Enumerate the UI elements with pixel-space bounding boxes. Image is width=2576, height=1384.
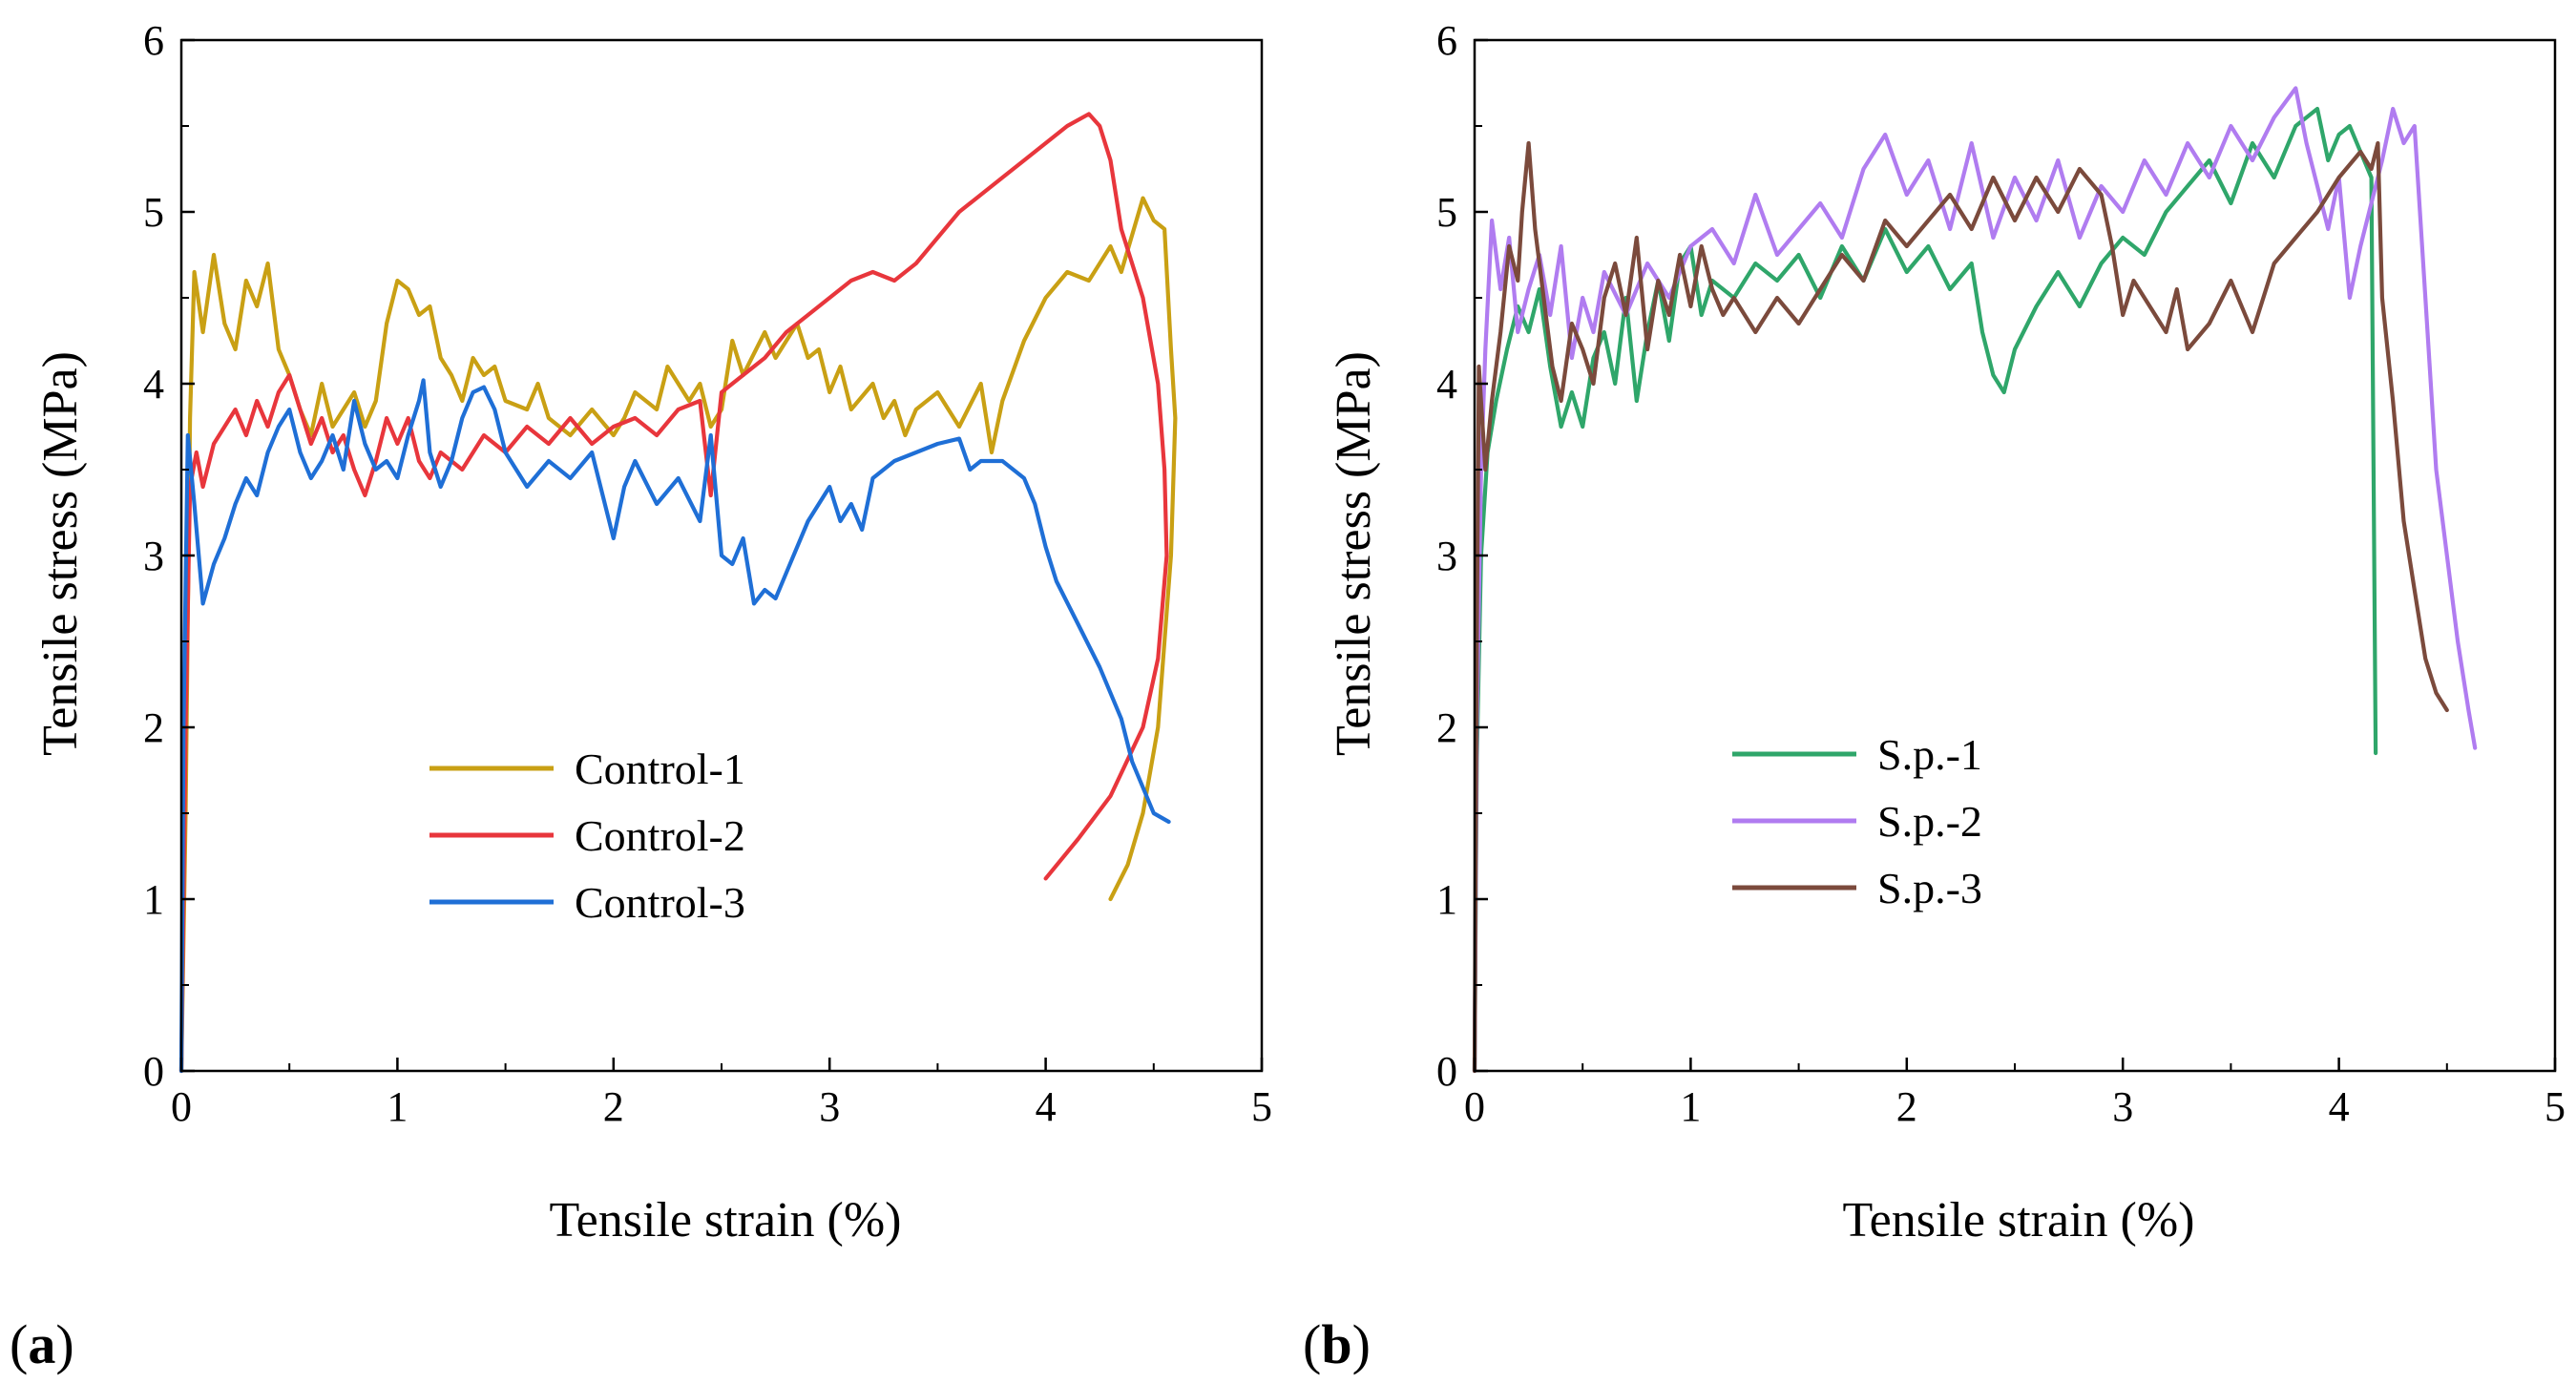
panel-label-b: (b) — [1303, 1313, 1371, 1375]
y-tick-label: 0 — [143, 1048, 164, 1095]
panel-label-a: (a) — [10, 1313, 74, 1375]
plot-area-b: 0 1 2 3 4 5 0 1 2 3 4 5 6 S.p.-1 S.p.-2 S.p.-3 — [1436, 17, 2566, 1130]
y-tick-label: 5 — [143, 189, 164, 236]
plot-frame — [1473, 38, 2557, 1073]
panel-label-a-letter: a — [28, 1313, 55, 1375]
x-tick-label: 1 — [387, 1083, 408, 1130]
panel-b: 0 1 2 3 4 5 0 1 2 3 4 5 6 S.p.-1 S.p.-2 S.p.-3 Tensile … — [1303, 17, 2566, 1375]
legend-label: Control-3 — [575, 878, 745, 927]
y-tick-label: 6 — [143, 17, 164, 64]
y-tick-label: 1 — [143, 876, 164, 923]
legend: Control-1 Control-2 Control-3 — [429, 744, 745, 927]
panel-label-b-letter: b — [1321, 1313, 1351, 1375]
y-tick-label: 2 — [143, 704, 164, 751]
x-tick-label: 4 — [1036, 1083, 1057, 1130]
x-tick-label: 4 — [2329, 1083, 2350, 1130]
y-tick-label: 2 — [1436, 704, 1457, 751]
x-tick-label: 0 — [171, 1083, 192, 1130]
x-tick-label: 2 — [1896, 1083, 1917, 1130]
x-tick-label: 5 — [2545, 1083, 2566, 1130]
y-axis-title-b: Tensile stress (MPa) — [1327, 351, 1381, 756]
x-tick-label: 3 — [819, 1083, 840, 1130]
series-line-control-2 — [178, 112, 1169, 1074]
x-tick-label: 1 — [1680, 1083, 1701, 1130]
x-tick-label: 0 — [1464, 1083, 1485, 1130]
legend-label: Control-1 — [575, 744, 745, 793]
y-axis-title-a: Tensile stress (MPa) — [33, 351, 88, 756]
legend-label: S.p.-1 — [1877, 730, 1982, 779]
x-tick-label: 3 — [2112, 1083, 2133, 1130]
series-line-s-p-3 — [1472, 140, 2449, 1074]
y-tick-label: 4 — [143, 361, 164, 408]
series-line-s-p-1 — [1472, 106, 2378, 1074]
y-tick-label: 6 — [1436, 17, 1457, 64]
series-line-control-3 — [178, 378, 1171, 1074]
x-tick-label: 5 — [1251, 1083, 1272, 1130]
y-tick-label: 5 — [1436, 189, 1457, 236]
y-tick-label: 3 — [1436, 533, 1457, 579]
x-axis-title-a: Tensile strain (%) — [550, 1193, 902, 1248]
x-axis-title-b: Tensile strain (%) — [1843, 1193, 2195, 1248]
plot-area-a: 0 1 2 3 4 5 0 1 2 3 4 5 6 Control-1 Control-2 Control-3 — [143, 17, 1272, 1130]
legend-label: S.p.-2 — [1877, 797, 1982, 846]
legend-label: Control-2 — [575, 811, 745, 860]
legend-label: S.p.-3 — [1877, 864, 1982, 912]
y-tick-label: 1 — [1436, 876, 1457, 923]
y-tick-label: 4 — [1436, 361, 1457, 408]
panel-a: 0 1 2 3 4 5 0 1 2 3 4 5 6 Control-1 Control-2 Control-3… — [10, 17, 1272, 1375]
y-tick-label: 3 — [143, 533, 164, 579]
series-line-s-p-2 — [1472, 86, 2478, 1074]
legend: S.p.-1 S.p.-2 S.p.-3 — [1732, 730, 1982, 912]
x-tick-label: 2 — [603, 1083, 624, 1130]
series-line-control-1 — [178, 196, 1178, 1074]
y-tick-label: 0 — [1436, 1048, 1457, 1095]
